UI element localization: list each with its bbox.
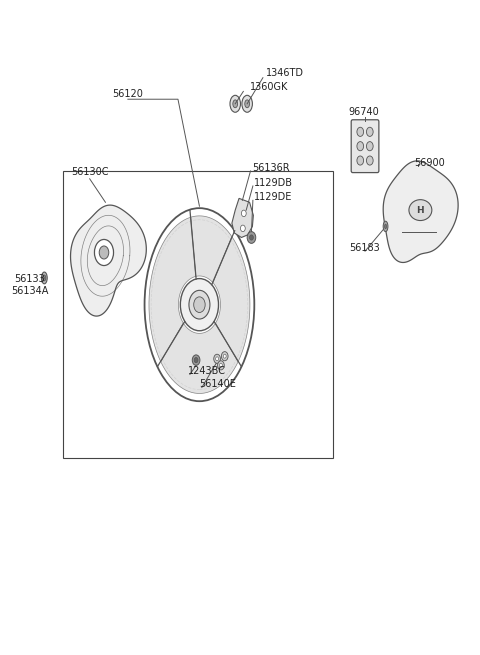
Circle shape bbox=[223, 354, 226, 358]
Circle shape bbox=[250, 235, 253, 240]
Ellipse shape bbox=[242, 96, 252, 112]
Ellipse shape bbox=[409, 200, 432, 221]
Circle shape bbox=[217, 361, 224, 370]
Text: 1129DB: 1129DB bbox=[254, 178, 293, 188]
Text: 1129DE: 1129DE bbox=[254, 192, 293, 202]
Circle shape bbox=[247, 232, 256, 244]
Ellipse shape bbox=[357, 156, 364, 165]
Ellipse shape bbox=[180, 278, 218, 331]
Circle shape bbox=[192, 355, 200, 365]
Ellipse shape bbox=[383, 221, 388, 232]
Polygon shape bbox=[149, 217, 196, 362]
Circle shape bbox=[194, 358, 198, 363]
Ellipse shape bbox=[366, 156, 373, 165]
FancyBboxPatch shape bbox=[351, 120, 379, 173]
Ellipse shape bbox=[366, 141, 373, 151]
Circle shape bbox=[241, 210, 246, 217]
Text: 56136R: 56136R bbox=[252, 162, 289, 173]
Ellipse shape bbox=[357, 141, 364, 151]
Ellipse shape bbox=[366, 127, 373, 136]
Circle shape bbox=[194, 297, 205, 312]
Ellipse shape bbox=[230, 96, 240, 112]
Circle shape bbox=[240, 225, 245, 232]
Text: 56140E: 56140E bbox=[199, 379, 236, 389]
Circle shape bbox=[99, 246, 109, 259]
Ellipse shape bbox=[245, 100, 250, 107]
Text: 56120: 56120 bbox=[112, 89, 144, 99]
Circle shape bbox=[214, 354, 220, 364]
Ellipse shape bbox=[41, 272, 47, 284]
Ellipse shape bbox=[233, 100, 238, 107]
Circle shape bbox=[221, 352, 228, 361]
Polygon shape bbox=[161, 323, 238, 394]
Text: 1346TD: 1346TD bbox=[266, 68, 304, 78]
Text: 56900: 56900 bbox=[414, 158, 445, 168]
Circle shape bbox=[216, 357, 218, 361]
Circle shape bbox=[95, 240, 114, 265]
Ellipse shape bbox=[189, 290, 210, 319]
Ellipse shape bbox=[384, 224, 386, 229]
Polygon shape bbox=[232, 198, 253, 238]
Circle shape bbox=[219, 364, 222, 367]
Text: 56133: 56133 bbox=[15, 274, 46, 284]
Polygon shape bbox=[213, 236, 250, 362]
Text: 56134A: 56134A bbox=[12, 286, 48, 296]
Text: 56183: 56183 bbox=[348, 243, 380, 253]
Text: 1360GK: 1360GK bbox=[250, 83, 288, 92]
Polygon shape bbox=[383, 161, 458, 263]
Bar bbox=[63, 171, 333, 458]
Text: H: H bbox=[417, 206, 424, 215]
Text: 56130C: 56130C bbox=[71, 167, 108, 178]
Text: 1243BC: 1243BC bbox=[188, 366, 226, 376]
Polygon shape bbox=[191, 216, 232, 283]
Ellipse shape bbox=[43, 275, 46, 281]
Polygon shape bbox=[71, 205, 146, 316]
Ellipse shape bbox=[357, 127, 364, 136]
Text: 96740: 96740 bbox=[348, 107, 380, 117]
